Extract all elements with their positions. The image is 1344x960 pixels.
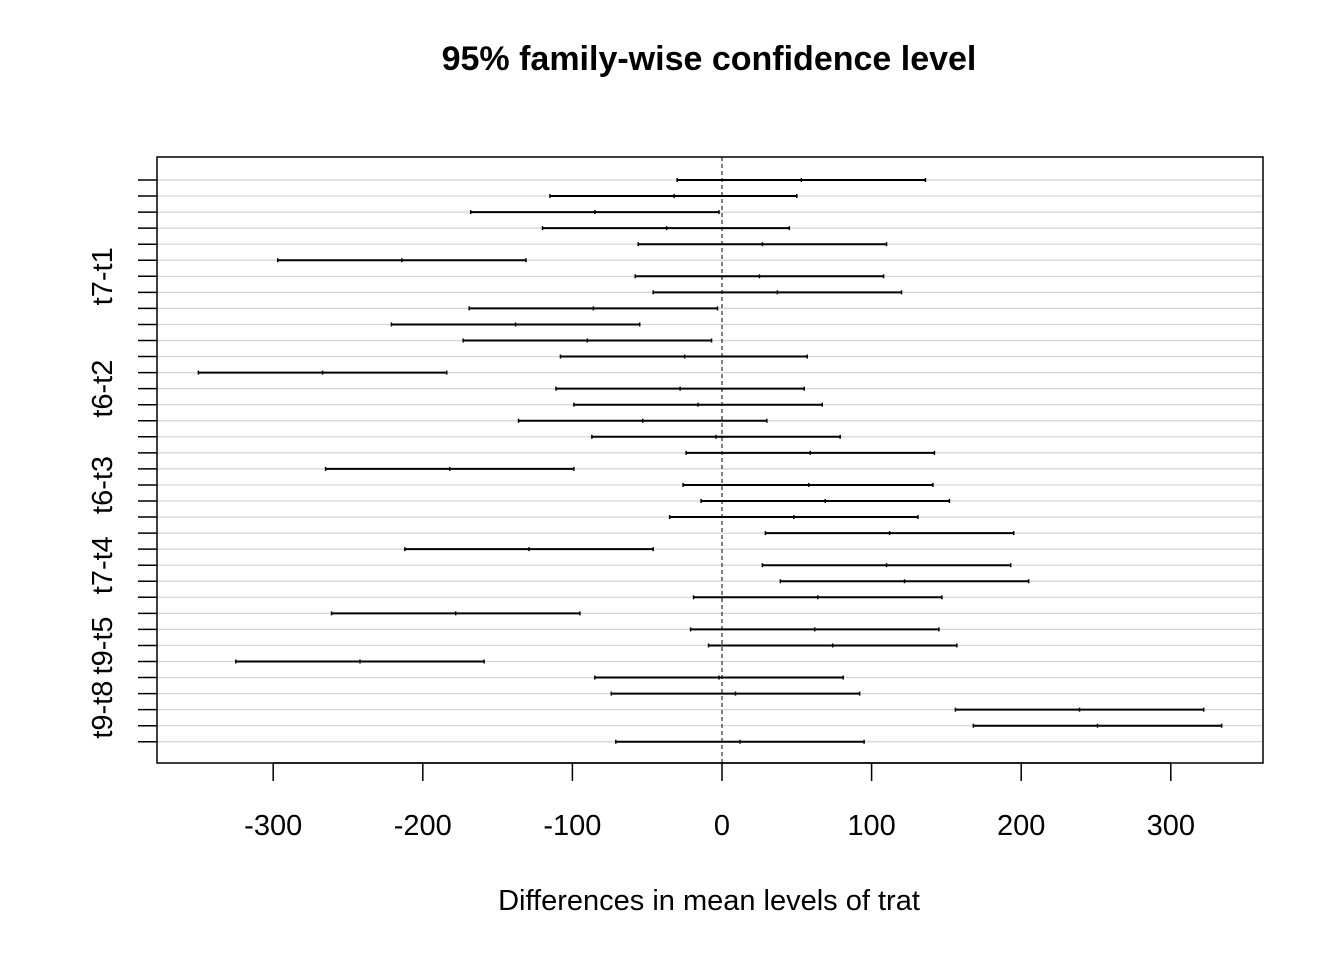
grid-lines (157, 179, 1263, 743)
x-tick-label: 200 (997, 810, 1045, 842)
interval-row (700, 499, 951, 503)
y-tick-label: t9-t8 (87, 681, 119, 739)
x-axis-label: Differences in mean levels of trat (498, 885, 920, 917)
y-tick-label: t9-t5 (87, 616, 119, 674)
interval-row (541, 226, 791, 231)
interval-row (324, 466, 575, 471)
interval-row (954, 707, 1205, 712)
interval-row (197, 370, 448, 375)
interval-row (517, 418, 768, 423)
interval-row (235, 659, 485, 664)
interval-row (637, 242, 888, 247)
interval-row (594, 675, 844, 680)
y-axis-ticks: t7-t1 t6-t2 t6-t3 t7-t4 t9-t5 t9-t8 (87, 179, 157, 743)
interval-row (276, 258, 527, 263)
interval-row (330, 611, 581, 616)
x-tick-label: 100 (847, 810, 895, 842)
interval-row (779, 579, 1030, 584)
interval-row (469, 210, 720, 215)
interval-row (559, 354, 809, 359)
interval-row (764, 531, 1015, 536)
interval-row (462, 338, 713, 343)
interval-row (652, 290, 903, 295)
y-tick-label: t7-t1 (87, 247, 119, 305)
interval-row (573, 402, 823, 407)
interval-row (685, 450, 936, 455)
interval-row (591, 434, 841, 439)
interval-row (676, 178, 927, 182)
interval-row (615, 739, 865, 744)
x-tick-label: -200 (394, 810, 452, 842)
y-tick-label: t7-t4 (87, 536, 119, 594)
interval-row (555, 386, 806, 391)
interval-row (689, 627, 940, 632)
y-tick-label: t6-t2 (87, 360, 119, 418)
x-tick-label: 300 (1147, 810, 1195, 842)
plot-frame (156, 156, 1264, 764)
confidence-intervals (197, 178, 1223, 744)
interval-row (972, 723, 1223, 728)
interval-row (692, 595, 943, 600)
interval-row (761, 563, 1012, 568)
chart-title: 95% family-wise confidence level (442, 40, 977, 78)
x-axis-ticks: -300 -200 -100 0 100 200 300 (244, 762, 1195, 842)
x-tick-label: 0 (714, 810, 730, 842)
interval-row (707, 643, 958, 648)
interval-row (682, 482, 934, 487)
y-tick-label: t6-t3 (87, 456, 119, 514)
x-tick-label: -100 (543, 810, 601, 842)
x-tick-label: -300 (244, 810, 302, 842)
interval-row (404, 547, 654, 552)
interval-row (468, 306, 719, 311)
interval-row (610, 691, 861, 696)
interval-row (549, 194, 798, 199)
interval-row (390, 322, 641, 327)
interval-row (634, 274, 885, 279)
interval-row (668, 515, 919, 520)
